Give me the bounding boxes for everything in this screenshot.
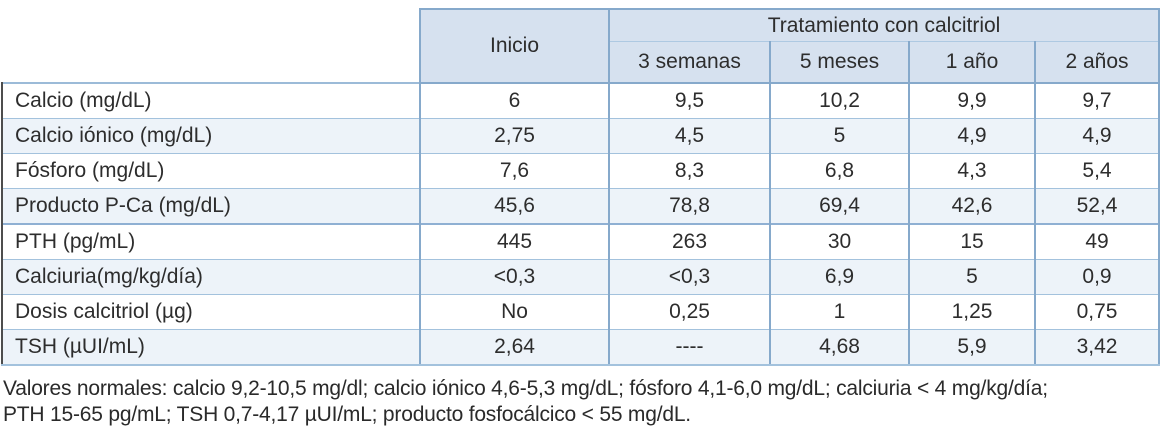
cell-value: 445 — [419, 223, 610, 260]
cell-value: 2,64 — [419, 329, 610, 366]
cell-value: 9,5 — [608, 82, 771, 119]
row-label: Fósforo (mg/dL) — [1, 153, 421, 189]
cell-value: 0,75 — [1033, 294, 1161, 330]
table-row-pth: PTH (pg/mL) 445 263 30 15 49 — [1, 223, 1161, 260]
table-row-fosforo: Fósforo (mg/dL) 7,6 8,3 6,8 4,3 5,4 — [1, 153, 1161, 189]
cell-value: 263 — [608, 223, 771, 260]
row-label: Dosis calcitriol (µg) — [1, 294, 421, 330]
cell-value: No — [419, 294, 610, 330]
footnote-line-2: PTH 15-65 pg/mL; TSH 0,7-4,17 µUI/mL; pr… — [3, 403, 691, 426]
cell-value: 10,2 — [769, 82, 910, 119]
table-body: Calcio (mg/dL) 6 9,5 10,2 9,9 9,7 Calcio… — [1, 82, 1161, 366]
cell-value: 1 — [769, 294, 910, 330]
footnote-line-1: Valores normales: calcio 9,2-10,5 mg/dl;… — [3, 377, 1048, 400]
cell-value: 9,9 — [908, 82, 1036, 119]
cell-value: 4,9 — [908, 118, 1036, 154]
cell-value: 8,3 — [608, 153, 771, 189]
table-row-calciuria: Calciuria(mg/kg/día) <0,3 <0,3 6,9 5 0,9 — [1, 259, 1161, 295]
row-label: Calcio iónico (mg/dL) — [1, 118, 421, 154]
table-row-tsh: TSH (µUI/mL) 2,64 ---- 4,68 5,9 3,42 — [1, 329, 1161, 366]
page: Inicio Tratamiento con calcitriol 3 sema… — [1, 8, 1161, 428]
cell-value: 5 — [908, 259, 1036, 295]
cell-value: 9,7 — [1033, 82, 1161, 119]
cell-value: <0,3 — [608, 259, 771, 295]
cell-value: 4,5 — [608, 118, 771, 154]
cell-value: 4,68 — [769, 329, 910, 366]
cell-value: 30 — [769, 223, 910, 260]
table-row-calcio-ionico: Calcio iónico (mg/dL) 2,75 4,5 5 4,9 4,9 — [1, 118, 1161, 154]
cell-value: 45,6 — [419, 188, 610, 225]
header-row-sub: 3 semanas 5 meses 1 año 2 años — [2, 41, 1161, 84]
cell-value: 0,25 — [608, 294, 771, 330]
cell-value: 6,9 — [769, 259, 910, 295]
cell-value: 1,25 — [908, 294, 1036, 330]
row-label: TSH (µUI/mL) — [1, 329, 421, 366]
cell-value: 7,6 — [419, 153, 610, 189]
cell-value: 5 — [769, 118, 910, 154]
row-label: Calcio (mg/dL) — [1, 82, 421, 119]
row-label: PTH (pg/mL) — [1, 223, 421, 260]
cell-value: 5,4 — [1033, 153, 1161, 189]
cell-value: ---- — [608, 329, 771, 366]
lab-results-table: Inicio Tratamiento con calcitriol 3 sema… — [1, 8, 1161, 366]
table-row-producto-pca: Producto P-Ca (mg/dL) 45,6 78,8 69,4 42,… — [1, 188, 1161, 225]
column-group-header-tratamiento: Tratamiento con calcitriol — [607, 8, 1161, 42]
row-label: Producto P-Ca (mg/dL) — [1, 188, 421, 225]
cell-value: 2,75 — [419, 118, 610, 154]
column-header-2-anos: 2 años — [1033, 41, 1161, 84]
cell-value: 52,4 — [1033, 188, 1161, 225]
cell-value: <0,3 — [419, 259, 610, 295]
cell-value: 3,42 — [1033, 329, 1161, 366]
cell-value: 42,6 — [908, 188, 1036, 225]
column-header-5-meses: 5 meses — [769, 41, 910, 84]
cell-value: 5,9 — [908, 329, 1036, 366]
corner-blank-cell — [2, 9, 420, 83]
cell-value: 78,8 — [608, 188, 771, 225]
cell-value: 4,9 — [1033, 118, 1161, 154]
column-header-3-semanas: 3 semanas — [608, 41, 771, 84]
table-row-calcio: Calcio (mg/dL) 6 9,5 10,2 9,9 9,7 — [1, 82, 1161, 119]
cell-value: 6 — [419, 82, 610, 119]
table-header: Inicio Tratamiento con calcitriol 3 sema… — [2, 8, 1161, 84]
cell-value: 49 — [1033, 223, 1161, 260]
header-row-group: Inicio Tratamiento con calcitriol — [2, 8, 1161, 84]
table-footnote: Valores normales: calcio 9,2-10,5 mg/dl;… — [3, 376, 1161, 428]
cell-value: 6,8 — [769, 153, 910, 189]
cell-value: 0,9 — [1033, 259, 1161, 295]
table-row-dosis-calcitriol: Dosis calcitriol (µg) No 0,25 1 1,25 0,7… — [1, 294, 1161, 330]
column-header-1-ano: 1 año — [908, 41, 1036, 84]
row-label: Calciuria(mg/kg/día) — [1, 259, 421, 295]
cell-value: 4,3 — [908, 153, 1036, 189]
cell-value: 69,4 — [769, 188, 910, 225]
column-header-inicio: Inicio — [419, 8, 610, 84]
cell-value: 15 — [908, 223, 1036, 260]
